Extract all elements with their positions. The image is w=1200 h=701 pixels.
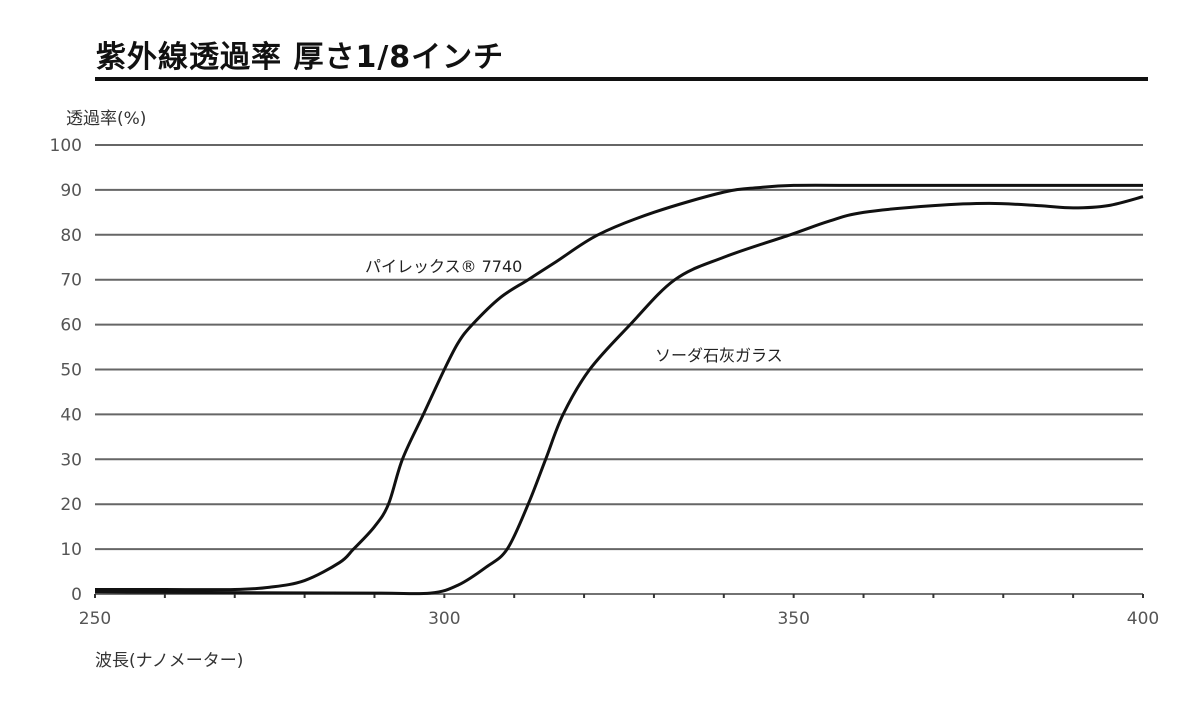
y-axis-ticks: 0 10 20 30 40 50 60 70 80 90 100 xyxy=(50,136,82,605)
y-tick-label: 20 xyxy=(60,495,82,515)
pyrex-curve xyxy=(95,183,1144,592)
x-tick-label: 250 xyxy=(79,609,111,629)
x-tick-label: 400 xyxy=(1127,609,1159,629)
series-labels: パイレックス® 7740 ソーダ石灰ガラス xyxy=(365,257,783,365)
title-underline xyxy=(95,77,1148,81)
y-tick-label: 30 xyxy=(60,450,82,470)
x-tick-label: 300 xyxy=(428,609,460,629)
y-tick-label: 50 xyxy=(60,361,82,381)
y-tick-label: 80 xyxy=(60,226,82,246)
y-tick-label: 40 xyxy=(60,405,82,425)
y-tick-label: 100 xyxy=(50,136,82,156)
y-tick-label: 0 xyxy=(71,585,82,605)
pyrex-label: パイレックス® 7740 xyxy=(365,257,522,276)
x-axis-label: 波長(ナノメーター) xyxy=(95,651,244,671)
soda-lime-curve xyxy=(94,195,1144,596)
gridlines xyxy=(95,144,1143,551)
data-series xyxy=(94,183,1144,596)
x-tick-label: 350 xyxy=(777,609,809,629)
x-axis: 250 300 350 400 xyxy=(79,593,1159,629)
y-tick-label: 70 xyxy=(60,271,82,291)
y-tick-label: 10 xyxy=(60,540,82,560)
y-tick-label: 60 xyxy=(60,316,82,336)
y-tick-label: 90 xyxy=(60,181,82,201)
soda-lime-label: ソーダ石灰ガラス xyxy=(655,346,783,365)
chart-title: 紫外線透過率 厚さ1/8インチ xyxy=(96,40,505,75)
y-axis-label: 透過率(%) xyxy=(66,109,147,129)
